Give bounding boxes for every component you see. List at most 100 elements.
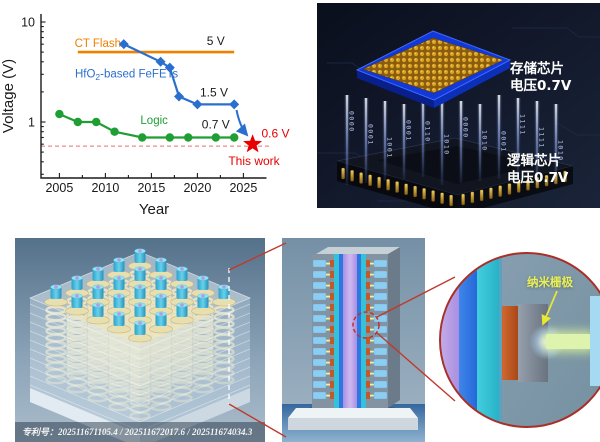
chip-labels: 存储芯片 电压0.7V 逻辑芯片 电压0.7V [507,60,572,186]
patent-caption: 专利号：202511671105.4 / 202511672017.6 / 20… [15,422,265,442]
memory-stack [128,320,152,421]
base-slab-front [288,418,418,430]
pillar-cross-section-render [282,238,425,442]
data-point-circle [211,133,220,142]
binary-beam [384,101,386,181]
binary-digits: 1001 [386,137,394,159]
binary-digits: 0000 [348,111,356,133]
socket-pin [526,179,530,191]
binary-digits: 0000 [462,117,470,139]
socket-pin [489,187,493,199]
glass-layer-lines [29,303,251,432]
axis-ticks [41,21,244,178]
data-point-circle [138,133,147,142]
glass-face-left [30,298,140,434]
annotation-1p5v: 1.5 V [200,85,228,99]
pillar-side-face [388,247,400,408]
annotation-0p7v: 0.7 V [202,117,230,131]
this-work-label: This work [228,154,280,168]
y-tick-label: 10 [21,16,35,30]
glass-face-right [140,298,250,434]
data-point-circle [73,117,83,127]
memory-stack [44,284,68,385]
memory-chip-label-line2: 电压0.7V [510,77,572,94]
pillar-top-face [316,247,400,254]
voltage-scaling-chart: 2005 2010 2015 2020 2025 10 1 Year Voltage (V) CT… [0,14,290,218]
socket-pin [413,185,417,198]
binary-beam [365,98,367,183]
chart-axes [40,14,267,179]
channel-cyan-right [361,254,366,408]
logic-chip-label-line2: 电压0.7V [507,169,569,186]
data-point-diamond [155,56,166,67]
channel-stripe-purple [441,254,459,426]
socket-pin [395,181,399,193]
contact-block [590,296,600,386]
y-axis-title: Voltage (V) [0,59,17,133]
zoom-region-circle [352,311,380,339]
data-point-diamond [229,99,240,110]
channel-purple-core [343,254,357,408]
channel-blue-left [339,254,343,408]
binary-digits: 1010 [481,130,489,152]
data-point-circle [230,133,239,142]
binary-beam [460,101,462,183]
socket-pin [507,183,512,195]
binary-digits: 0001 [405,120,413,142]
data-point-diamond [164,62,175,73]
socket-pin [350,170,354,182]
socket-pin [341,167,345,180]
nano-gate-bar [546,334,592,349]
series-label-ct-flash: CT Flash [75,38,121,50]
socket-pin [404,183,408,195]
memory-array-render: 专利号：202511671105.4 / 202511672017.6 / 20… [15,238,265,442]
data-point-circle [110,127,119,136]
socket-pin [359,172,363,184]
binary-digits: 0110 [424,121,432,143]
binary-beam [517,98,519,177]
base-slab-top [288,408,418,418]
binary-beam [403,104,405,179]
data-point-diamond [192,99,203,110]
wordline-layer-row [312,259,388,268]
x-tick-label: 2015 [137,181,165,195]
binary-beam [555,104,557,183]
this-work-star [243,134,263,153]
data-point-circle [92,117,101,127]
series-label-fefets: HfO2-based FeFETs [75,68,178,82]
socket-pin [449,194,453,207]
socket-pin [377,176,381,189]
socket-pin [368,174,372,186]
ferroelectric-block [502,306,518,380]
binary-beam [441,98,443,185]
socket-pin [440,192,444,204]
channel-stripe-edge [499,254,502,426]
binary-digits: 0001 [500,131,508,153]
nano-gate-label: 纳米栅极 [527,275,573,289]
x-tick-label: 2020 [183,181,211,195]
socket-pin [461,193,465,206]
memory-stack [86,302,110,403]
data-point-circle [165,133,174,142]
x-tick-label: 2010 [91,181,119,195]
socket-pin [544,175,549,187]
x-tick-label: 2025 [229,181,257,195]
chip-stack-render: 0000 0001 1001 0001 0110 1010 0000 1010 0001 1111… [317,3,600,208]
channel-stripe-cyan [477,254,499,426]
logic-chip-label-line1: 逻辑芯片 [507,152,561,169]
binary-digits: 1010 [557,140,565,162]
binary-beam [536,101,538,185]
nano-gate-arrow-icon [541,290,558,326]
socket-pin [470,191,475,204]
arrow-to-this-work [235,109,249,137]
socket-pin [422,188,426,200]
memory-stack [170,302,194,403]
binary-beam [479,104,481,181]
binary-digits: 1010 [443,134,451,156]
x-axis-title: Year [139,201,169,218]
base-slab-left [30,388,140,442]
data-point-circle [55,109,64,119]
annotation-0p6v: 0.6 V [262,127,290,141]
channel-blue-right [357,254,361,408]
